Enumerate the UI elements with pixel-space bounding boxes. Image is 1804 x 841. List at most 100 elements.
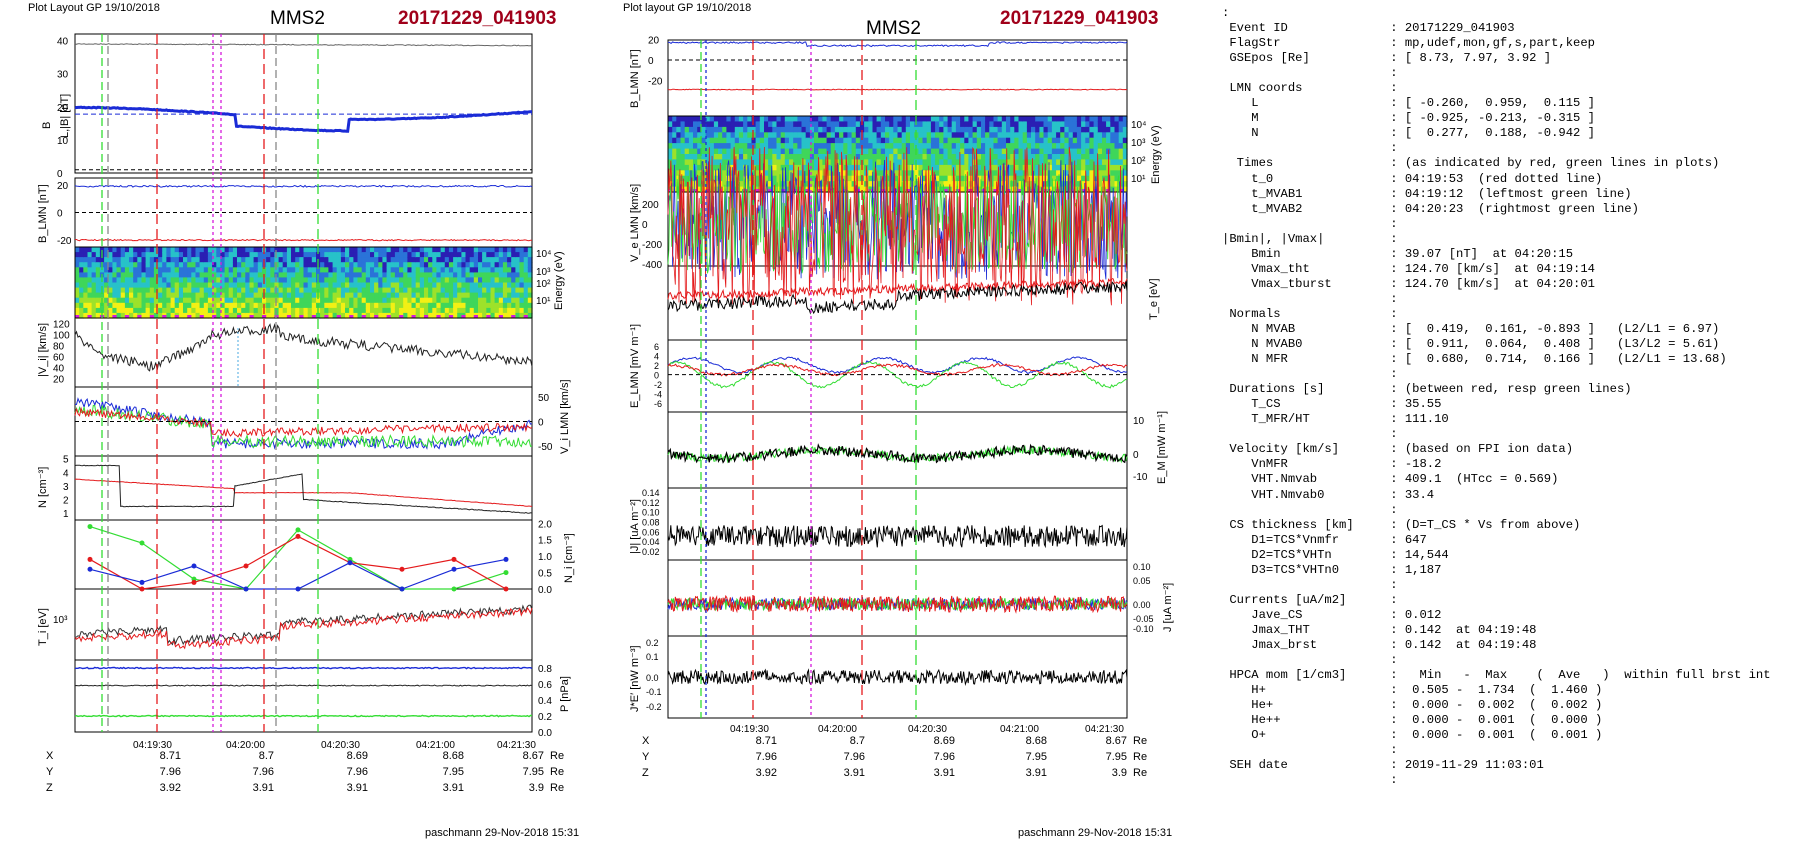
spectrogram-cell bbox=[145, 287, 151, 294]
series-Pi bbox=[74, 714, 532, 718]
y-axis-label: E_M [mW m⁻¹] bbox=[1156, 411, 1168, 484]
spectrogram-cell bbox=[83, 267, 89, 273]
spectrogram-cell bbox=[253, 297, 259, 304]
y-axis-label: T_e [eV] bbox=[1148, 278, 1160, 320]
spectrogram-cell bbox=[349, 287, 354, 294]
spectrogram-cell bbox=[789, 148, 794, 155]
spectrogram-cell bbox=[241, 277, 246, 284]
spectrogram-cell bbox=[722, 121, 727, 128]
spectrogram-cell bbox=[286, 262, 292, 268]
spectrogram-cell bbox=[469, 302, 475, 309]
spectrogram-cell bbox=[772, 121, 778, 128]
spectrogram-cell bbox=[232, 257, 238, 263]
spectrogram-cell bbox=[830, 137, 836, 144]
spectrogram-cell bbox=[432, 297, 438, 304]
spectrogram-cell bbox=[79, 282, 84, 289]
spectrogram-cell bbox=[676, 121, 682, 128]
spectrogram-cell bbox=[1106, 116, 1111, 122]
spectrogram-cell bbox=[947, 170, 953, 177]
spectrogram-cell bbox=[428, 312, 433, 319]
spectrogram-cell bbox=[444, 297, 450, 304]
spectrogram-cell bbox=[482, 262, 487, 268]
spectrogram-cell bbox=[424, 297, 429, 304]
spectrogram-cell bbox=[129, 262, 134, 268]
spectrogram-cell bbox=[1102, 121, 1107, 128]
spectrogram-cell bbox=[183, 272, 188, 279]
spectrogram-cell bbox=[1056, 116, 1061, 122]
spectrogram-cell bbox=[1085, 186, 1091, 193]
spectrogram-cell bbox=[99, 267, 105, 273]
spectrogram-cell bbox=[382, 277, 388, 284]
spectrogram-cell bbox=[1035, 116, 1040, 122]
spectrogram-cell bbox=[183, 277, 188, 284]
spectrogram-cell bbox=[914, 137, 919, 144]
spectrogram-cell bbox=[361, 302, 367, 309]
y-axis-label: T_i [eV] bbox=[37, 608, 49, 646]
spectrogram-cell bbox=[814, 137, 819, 144]
spectrogram-cell bbox=[822, 137, 828, 144]
spectrogram-cell bbox=[270, 252, 276, 258]
spectrogram-cell bbox=[855, 126, 861, 133]
spectrogram-cell bbox=[751, 137, 757, 144]
spectrogram-cell bbox=[349, 282, 354, 289]
spectrogram-cell bbox=[291, 252, 296, 258]
spectrogram-cell bbox=[432, 312, 438, 319]
spectrogram-cell bbox=[718, 137, 723, 144]
spectrogram-cell bbox=[162, 247, 167, 253]
spectrogram-cell bbox=[153, 312, 159, 319]
spectrogram-cell bbox=[805, 116, 811, 122]
spectrogram-cell bbox=[249, 302, 255, 309]
series-ViL bbox=[74, 397, 533, 450]
y-tick-label: -0.1 bbox=[646, 687, 662, 697]
spectrogram-cell bbox=[1064, 170, 1070, 177]
spectrogram-cell bbox=[801, 175, 807, 182]
spectrogram-cell bbox=[357, 312, 363, 319]
spectrogram-cell bbox=[955, 175, 961, 182]
spectrogram-cell bbox=[162, 297, 167, 304]
spectrogram-cell bbox=[104, 252, 109, 258]
spectrogram-cell bbox=[440, 262, 446, 268]
spectrogram-cell bbox=[1085, 132, 1091, 139]
spectrogram-cell bbox=[1014, 164, 1020, 171]
spectrogram-cell bbox=[112, 287, 118, 294]
spectrogram-cell bbox=[153, 287, 159, 294]
spectrogram-cell bbox=[993, 189, 998, 192]
spectrogram-cell bbox=[793, 189, 798, 192]
spectrogram-cell bbox=[527, 267, 533, 273]
spectrogram-cell bbox=[432, 262, 438, 268]
spectrogram-cell bbox=[120, 262, 126, 268]
spectrogram-cell bbox=[332, 267, 338, 273]
y-tick-label: 3 bbox=[63, 482, 69, 493]
spectrogram-cell bbox=[997, 126, 1003, 133]
spectrogram-cell bbox=[734, 154, 740, 160]
series-BL bbox=[667, 41, 1128, 48]
spectrogram-cell bbox=[676, 116, 682, 122]
spectrogram-cell bbox=[336, 262, 342, 268]
spectrogram-cell bbox=[814, 159, 819, 166]
spectrogram-cell bbox=[282, 257, 288, 263]
spectrogram-cell bbox=[124, 267, 130, 273]
spectrogram-cell bbox=[839, 143, 844, 150]
spectrogram-cell bbox=[320, 262, 325, 268]
spectrogram-cell bbox=[768, 148, 773, 155]
spectrogram-cell bbox=[257, 287, 263, 294]
spectrogram-cell bbox=[95, 252, 101, 258]
spectrogram-cell bbox=[1118, 154, 1124, 160]
series-vexB bbox=[667, 445, 1128, 464]
spectrogram-cell bbox=[75, 282, 80, 289]
spectrogram-cell bbox=[241, 282, 246, 289]
spectrogram-cell bbox=[461, 297, 467, 304]
spectrogram-cell bbox=[784, 154, 790, 160]
spectrogram-cell bbox=[436, 307, 442, 314]
spectrogram-cell bbox=[473, 247, 479, 253]
ephem-row-label: Z bbox=[642, 767, 649, 779]
spectrogram-cell bbox=[407, 272, 413, 279]
spectrogram-cell bbox=[386, 297, 392, 304]
spectrogram-cell bbox=[390, 312, 396, 319]
spectrogram-cell bbox=[382, 252, 388, 258]
spectrogram-cell bbox=[112, 307, 118, 314]
spectrogram-cell bbox=[1064, 148, 1070, 155]
spectrogram-cell bbox=[772, 181, 778, 188]
spectrogram-cell bbox=[1018, 164, 1024, 171]
spectrogram-cell bbox=[1102, 170, 1107, 177]
